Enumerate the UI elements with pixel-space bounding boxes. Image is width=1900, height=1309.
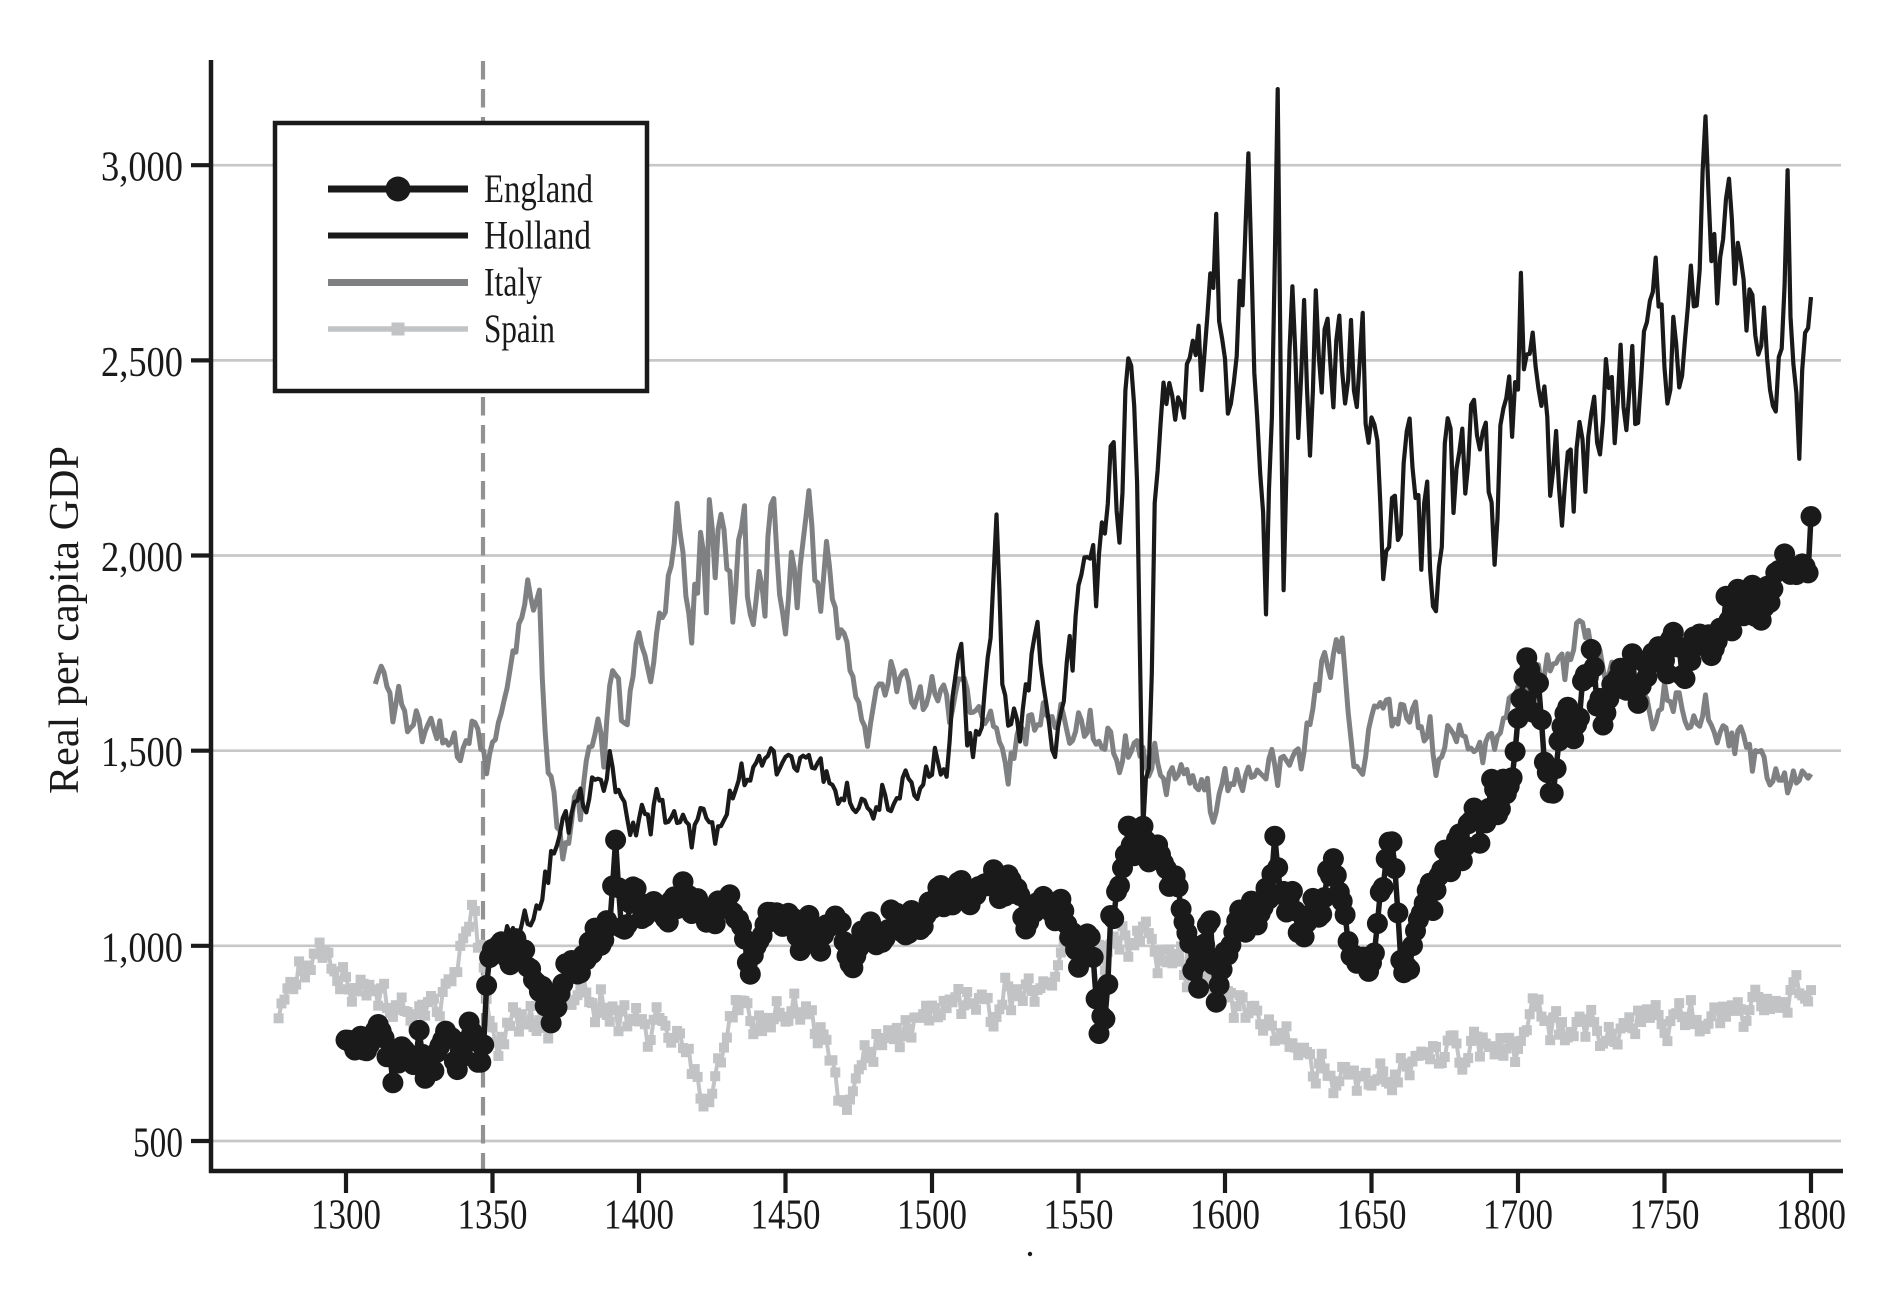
svg-text:1400: 1400 — [604, 1193, 674, 1239]
svg-text:1500: 1500 — [897, 1193, 967, 1239]
svg-text:Italy: Italy — [484, 260, 542, 305]
svg-text:1700: 1700 — [1483, 1193, 1553, 1239]
svg-text:500: 500 — [133, 1121, 183, 1167]
svg-text:1600: 1600 — [1190, 1193, 1260, 1239]
svg-text:1300: 1300 — [311, 1193, 381, 1239]
svg-text:1450: 1450 — [751, 1193, 821, 1239]
svg-text:Spain: Spain — [484, 306, 555, 351]
svg-text:Real per capita GDP: Real per capita GDP — [42, 446, 88, 794]
svg-text:1350: 1350 — [458, 1193, 528, 1239]
svg-text:2,000: 2,000 — [101, 535, 183, 581]
svg-text:1800: 1800 — [1776, 1193, 1846, 1239]
svg-text:3,000: 3,000 — [101, 145, 183, 191]
svg-text:2,500: 2,500 — [101, 340, 183, 386]
svg-text:1,500: 1,500 — [101, 730, 183, 776]
svg-text:1750: 1750 — [1630, 1193, 1700, 1239]
svg-text:1650: 1650 — [1337, 1193, 1407, 1239]
svg-text:1,000: 1,000 — [101, 925, 183, 971]
svg-text:1550: 1550 — [1044, 1193, 1114, 1239]
svg-text:Holland: Holland — [484, 213, 591, 258]
svg-text:England: England — [484, 166, 593, 211]
